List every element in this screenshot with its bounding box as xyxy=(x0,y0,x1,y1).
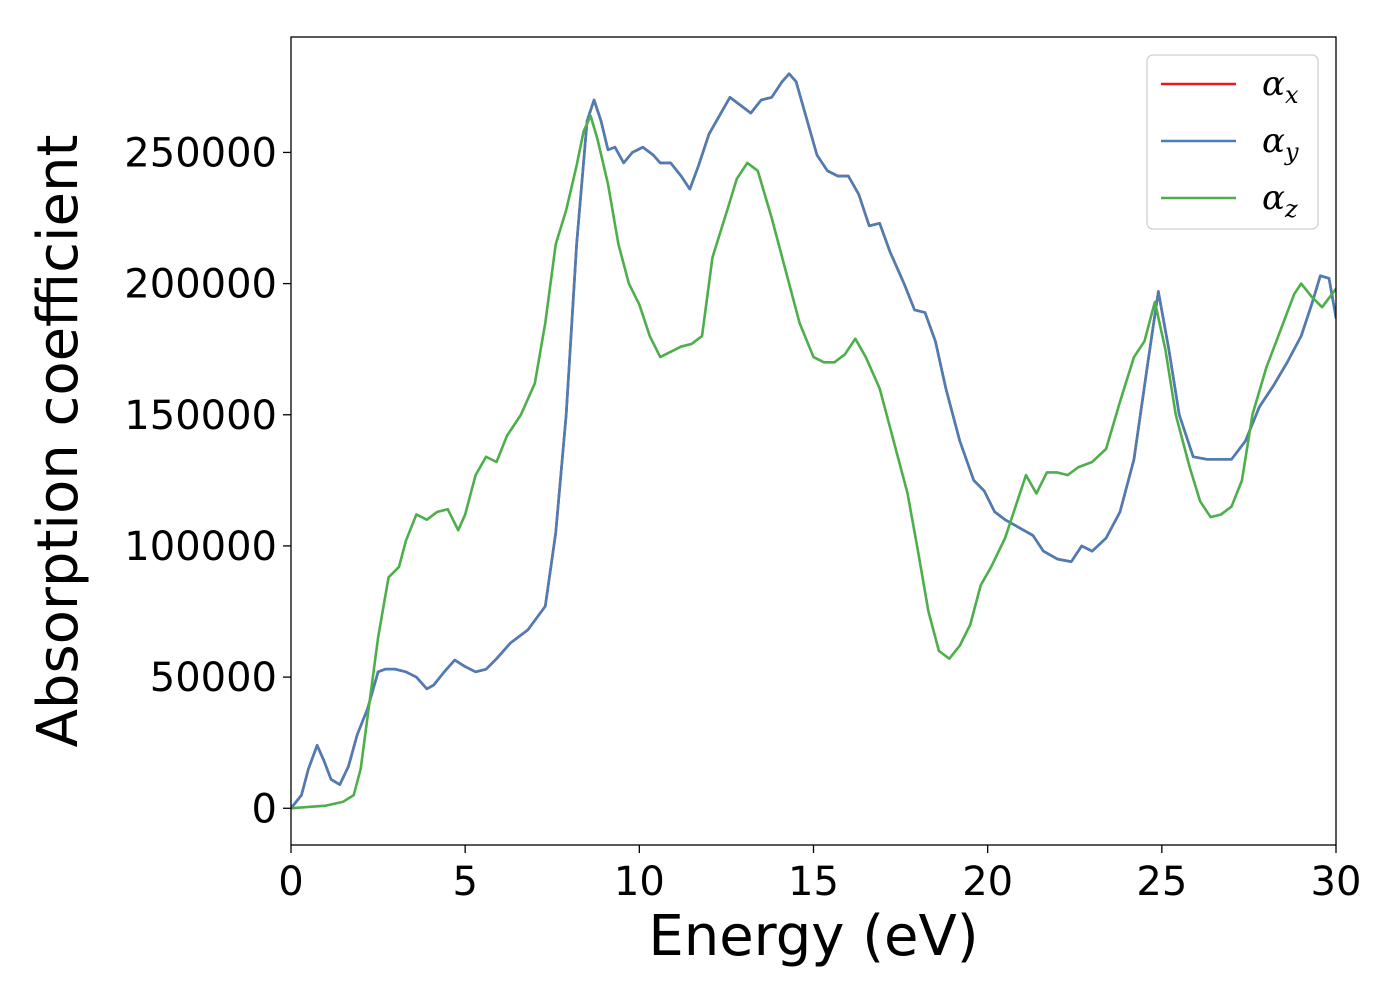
x-tick-label: 30 xyxy=(1311,859,1362,905)
x-tick-label: 5 xyxy=(452,859,477,905)
y-tick-label: 200000 xyxy=(124,262,277,308)
x-tick-label: 25 xyxy=(1136,859,1187,905)
x-tick-label: 10 xyxy=(614,859,665,905)
y-tick-label: 50000 xyxy=(150,655,277,701)
y-axis-ticks: 0 50000 100000 150000 200000 250000 xyxy=(124,130,291,832)
series-line-z xyxy=(291,114,1336,810)
y-tick-label: 250000 xyxy=(124,130,277,176)
plot-lines xyxy=(291,72,1336,810)
series-line-y xyxy=(291,72,1336,810)
x-tick-label: 20 xyxy=(962,859,1013,905)
y-tick-label: 0 xyxy=(252,786,277,832)
x-tick-label: 0 xyxy=(278,859,303,905)
y-tick-label: 100000 xyxy=(124,524,277,570)
y-axis-label: Absorption coefficient xyxy=(26,135,91,748)
y-tick-label: 150000 xyxy=(124,393,277,439)
x-axis-ticks: 0 5 10 15 20 25 30 xyxy=(278,845,1361,905)
x-axis-label: Energy (eV) xyxy=(648,904,978,969)
x-tick-label: 15 xyxy=(788,859,839,905)
